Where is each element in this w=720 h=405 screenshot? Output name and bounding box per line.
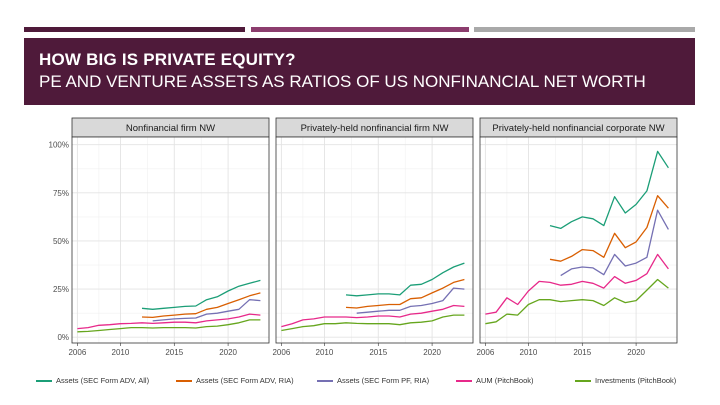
- chart-legend: Assets (SEC Form ADV, All) Assets (SEC Fo…: [24, 376, 704, 392]
- series-line: [281, 314, 465, 332]
- x-tick-label: 2020: [627, 348, 645, 357]
- slide-title: HOW BIG IS PRIVATE EQUITY?: [39, 50, 296, 69]
- legend-item: AUM (PitchBook): [456, 376, 534, 385]
- series-line: [281, 304, 465, 328]
- series-line: [560, 209, 669, 277]
- x-tick-label: 2006: [476, 348, 494, 357]
- series-line: [141, 292, 261, 319]
- facet-title: Privately-held nonfinancial corporate NW: [492, 123, 664, 134]
- legend-item: Investments (PitchBook): [575, 376, 676, 385]
- y-tick-label: 0%: [57, 333, 69, 342]
- panel-background: [276, 137, 473, 343]
- legend-item: Assets (SEC Form ADV, All): [36, 376, 149, 385]
- legend-swatch: [36, 379, 52, 382]
- series-line: [345, 278, 465, 309]
- series-line: [485, 253, 669, 315]
- x-tick-label: 2020: [423, 348, 441, 357]
- series-line: [77, 319, 261, 333]
- legend-label: Assets (SEC Form PF, RIA): [337, 376, 430, 385]
- series-line: [485, 278, 669, 325]
- series-line: [77, 313, 261, 330]
- legend-swatch: [456, 379, 472, 382]
- legend-label: Investments (PitchBook): [595, 376, 677, 385]
- x-tick-label: 2015: [165, 348, 183, 357]
- x-tick-label: 2015: [369, 348, 387, 357]
- series-line: [356, 287, 465, 314]
- series-line: [345, 262, 465, 297]
- title-banner: HOW BIG IS PRIVATE EQUITY? PE AND VENTUR…: [24, 38, 695, 105]
- y-tick-label: 50%: [53, 237, 69, 246]
- accent-bar-left: [24, 27, 245, 32]
- x-tick-label: 2015: [573, 348, 591, 357]
- series-line: [549, 150, 669, 230]
- slide-subtitle: PE AND VENTURE ASSETS AS RATIOS OF US NO…: [39, 72, 646, 91]
- legend-label: Assets (SEC Form ADV, All): [56, 376, 150, 385]
- accent-bar-right: [474, 27, 695, 32]
- x-tick-label: 2006: [68, 348, 86, 357]
- x-tick-label: 2006: [272, 348, 290, 357]
- legend-swatch: [317, 379, 333, 382]
- legend-swatch: [176, 379, 192, 382]
- panel-background: [480, 137, 677, 343]
- x-tick-label: 2020: [219, 348, 237, 357]
- x-tick-label: 2010: [316, 348, 334, 357]
- legend-item: Assets (SEC Form ADV, RIA): [176, 376, 294, 385]
- facet-title: Nonfinancial firm NW: [126, 123, 215, 134]
- accent-bar-middle: [251, 27, 469, 32]
- panel-border: [275, 136, 474, 344]
- panel-border: [479, 136, 678, 344]
- y-tick-label: 100%: [49, 141, 69, 150]
- panel-background: [72, 137, 269, 343]
- legend-swatch: [575, 379, 591, 382]
- series-line: [141, 279, 261, 310]
- series-line: [549, 195, 669, 262]
- x-tick-label: 2010: [520, 348, 538, 357]
- legend-label: Assets (SEC Form ADV, RIA): [196, 376, 294, 385]
- y-tick-label: 75%: [53, 189, 69, 198]
- series-line: [152, 299, 261, 322]
- panel-border: [71, 136, 270, 344]
- y-tick-label: 25%: [53, 285, 69, 294]
- legend-label: AUM (PitchBook): [476, 376, 534, 385]
- legend-item: Assets (SEC Form PF, RIA): [317, 376, 429, 385]
- facet-title: Privately-held nonfinancial firm NW: [301, 123, 449, 134]
- x-tick-label: 2010: [112, 348, 130, 357]
